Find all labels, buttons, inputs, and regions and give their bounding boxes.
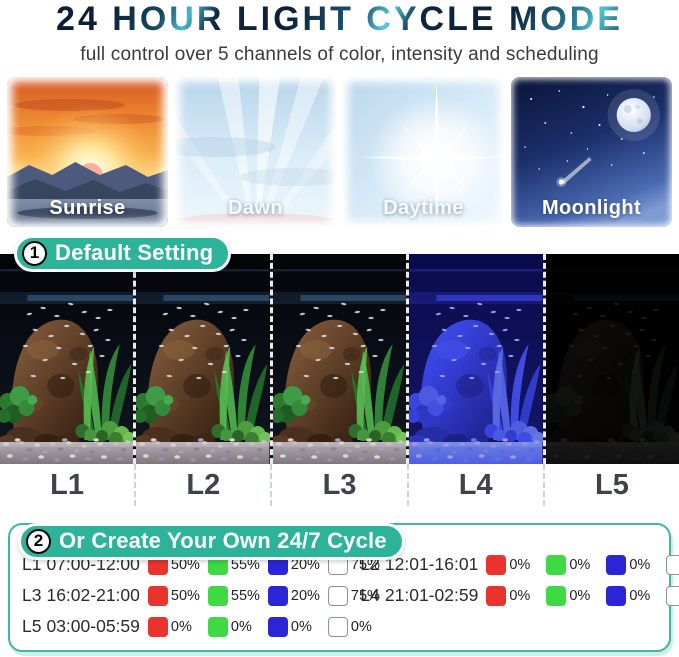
- aquarium-panel-l2: [133, 254, 270, 464]
- channel-label-l3: L3: [270, 464, 406, 506]
- channel-label-band: L1 L2 L3 L4 L5: [0, 464, 679, 506]
- blue-percent: 20%: [290, 587, 320, 604]
- default-setting-badge: 1 Default Setting: [14, 235, 232, 272]
- red-swatch: [147, 585, 168, 606]
- scene-label-sunrise: Sunrise: [49, 197, 126, 219]
- green-swatch: [207, 585, 228, 606]
- custom-cycle-title: Or Create Your Own 24/7 Cycle: [59, 528, 387, 553]
- light-scenes-row: Sunrise: [0, 77, 679, 227]
- channel-label-l2: L2: [134, 464, 270, 506]
- schedule-label-l3: L3 16:02-21:00: [22, 585, 140, 605]
- aquarium-panel-l4: [406, 254, 543, 464]
- circled-2-icon: 2: [26, 528, 51, 554]
- blue-percent: 0%: [629, 556, 651, 573]
- red-percent: 0%: [509, 556, 531, 573]
- page-subtitle: full control over 5 channels of color, i…: [80, 44, 599, 65]
- light-rays-icon: [175, 77, 336, 227]
- dawn-graphic: [175, 77, 336, 227]
- custom-cycle-section: 2 Or Create Your Own 24/7 Cycle L1 07:00-…: [8, 523, 679, 652]
- red-swatch: [486, 585, 507, 606]
- daytime-graphic: [343, 77, 504, 227]
- dawn-photo: Dawn: [175, 77, 336, 227]
- header: 24 HOUR LIGHT CYCLE MODE full control ov…: [0, 0, 679, 66]
- schedule-column-left: L1 07:00-12:00 50% 55% 20% 75% L3 16:02-21…: [22, 549, 380, 642]
- green-percent: 0%: [230, 618, 252, 635]
- stars: [524, 90, 655, 170]
- red-percent: 50%: [170, 587, 200, 604]
- white-percent: 0%: [350, 618, 372, 635]
- moonlight-photo: Moonlight: [511, 77, 672, 227]
- blue-percent: 20%: [290, 556, 320, 573]
- schedule-row-l3: L3 16:02-21:00 50% 55% 20% 75%: [22, 580, 380, 611]
- scene-label-daytime: Daytime: [383, 197, 464, 219]
- white-swatch: [327, 585, 348, 606]
- channel-label-l1: L1: [50, 468, 85, 501]
- aquarium-strip: [0, 254, 679, 464]
- green-percent: 0%: [569, 556, 591, 573]
- moonlight-graphic: [511, 77, 672, 227]
- white-percent: 75%: [350, 556, 380, 573]
- blue-swatch: [606, 554, 627, 575]
- sunrise-photo: Sunrise: [7, 77, 168, 227]
- blue-percent: 0%: [290, 618, 312, 635]
- green-percent: 55%: [230, 556, 260, 573]
- green-percent: 55%: [230, 587, 260, 604]
- channel-label-l4: L4: [406, 464, 543, 506]
- schedule-label-l4: L4 21:01-02:59: [360, 585, 479, 605]
- green-percent: 0%: [569, 587, 591, 604]
- scene-label-moonlight: Moonlight: [541, 197, 642, 219]
- circled-1-icon: 1: [22, 240, 47, 266]
- white-swatch: [666, 554, 679, 575]
- aquarium-panel-l3: [269, 254, 407, 464]
- green-swatch: [546, 585, 567, 606]
- channel-label-l5: L5: [542, 464, 679, 506]
- white-percent: 75%: [350, 587, 380, 604]
- aquarium-panel-l5: [542, 254, 679, 464]
- white-swatch: [666, 585, 679, 606]
- sunrise-graphic: [7, 77, 168, 227]
- blue-percent: 0%: [629, 587, 651, 604]
- green-swatch: [207, 616, 228, 637]
- custom-cycle-badge: 2 Or Create Your Own 24/7 Cycle: [18, 523, 405, 560]
- schedule-label-l5: L5 03:00-05:59: [22, 616, 140, 636]
- default-setting-section: 1 Default Setting L1 L2 L3 L4 L5: [0, 235, 679, 506]
- red-swatch: [486, 554, 507, 575]
- scene-label-dawn: Dawn: [228, 197, 283, 219]
- red-percent: 50%: [170, 556, 200, 573]
- moon-icon: [616, 98, 651, 132]
- blue-swatch: [267, 585, 288, 606]
- shooting-star-icon: [556, 157, 592, 187]
- red-percent: 0%: [170, 618, 192, 635]
- blue-swatch: [606, 585, 627, 606]
- red-swatch: [147, 616, 168, 637]
- daytime-photo: Daytime: [343, 77, 504, 227]
- default-setting-title: Default Setting: [55, 240, 214, 265]
- schedule-row-l5: L5 03:00-05:59 0% 0% 0% 0%: [22, 611, 372, 642]
- white-swatch: [327, 616, 348, 637]
- page-title: 24 HOUR LIGHT CYCLE MODE: [0, 1, 679, 37]
- red-percent: 0%: [509, 587, 531, 604]
- aquarium-panel-l1: [0, 254, 134, 464]
- green-swatch: [546, 554, 567, 575]
- sun-star-icon: [357, 79, 504, 227]
- blue-swatch: [267, 616, 288, 637]
